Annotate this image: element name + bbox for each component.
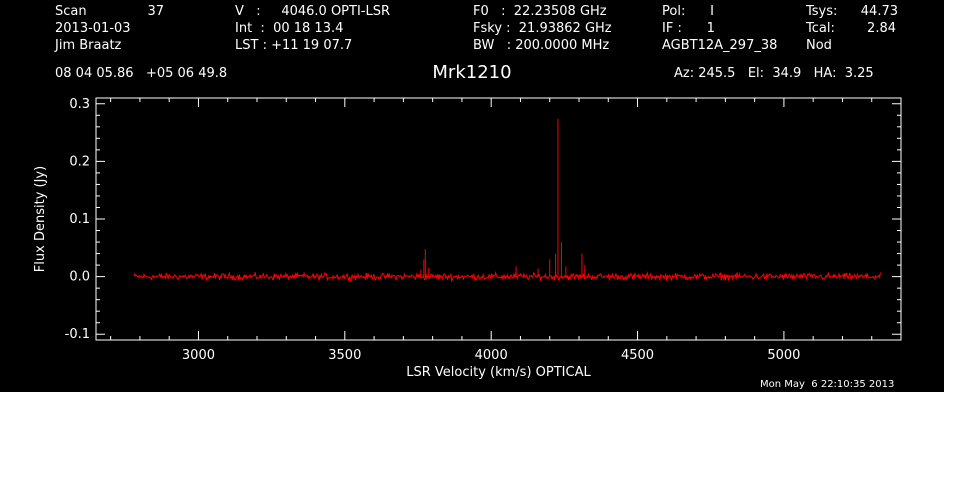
x-tick-label: 5000 xyxy=(767,348,800,363)
plot-window: Scan 37 2013-01-03 Jim Braatz V : 4046.0… xyxy=(0,0,944,392)
y-axis-label: Flux Density (Jy) xyxy=(33,166,48,272)
tcal-label: Tcal: xyxy=(806,21,835,36)
integration-line: Int : 00 18 13.4 xyxy=(235,21,344,36)
az-el-ha: Az: 245.5 El: 34.9 HA: 3.25 xyxy=(674,66,874,81)
tsys-label: Tsys: xyxy=(806,4,838,19)
spectrum-line xyxy=(133,270,882,283)
tick-labels: 3000 3500 4000 4500 5000 -0.1 0.0 0.1 0.2 0.3 xyxy=(65,97,801,363)
project-id: AGBT12A_297_38 xyxy=(662,38,778,53)
rest-frequency-line: F0 : 22.23508 GHz xyxy=(473,4,607,19)
if-line: IF : 1 xyxy=(662,21,715,36)
scan-label: Scan xyxy=(55,4,87,19)
source-name-title: Mrk1210 xyxy=(432,62,512,83)
polarization-line: Pol: I xyxy=(662,4,714,19)
sky-frequency-line: Fsky : 21.93862 GHz xyxy=(473,21,612,36)
x-tick-label: 4000 xyxy=(475,348,508,363)
scan-value: 37 xyxy=(147,4,164,19)
velocity-line: V : 4046.0 OPTI-LSR xyxy=(235,4,391,19)
y-tick-label: 0.1 xyxy=(69,212,90,227)
x-tick-label: 4500 xyxy=(621,348,654,363)
bandwidth-line: BW : 200.0000 MHz xyxy=(473,38,610,53)
x-tick-label: 3500 xyxy=(328,348,361,363)
plot-frame xyxy=(95,97,902,341)
y-tick-label: 0.3 xyxy=(69,97,90,112)
tcal-value: 2.84 xyxy=(867,21,896,36)
tsys-value: 44.73 xyxy=(860,4,898,19)
observer: Jim Braatz xyxy=(55,38,122,53)
y-tick-label: -0.1 xyxy=(65,327,90,342)
lst-line: LST : +11 19 07.7 xyxy=(235,38,353,53)
x-axis-label: LSR Velocity (km/s) OPTICAL xyxy=(406,365,591,380)
y-tick-label: 0.2 xyxy=(69,154,90,169)
spectrum-chart: 3000 3500 4000 4500 5000 -0.1 0.0 0.1 0.2 0.3 LSR… xyxy=(33,97,902,380)
plot-timestamp: Mon May 6 22:10:35 2013 xyxy=(760,379,895,390)
x-tick-label: 3000 xyxy=(182,348,215,363)
spectrum-trace xyxy=(133,118,882,283)
obs-date: 2013-01-03 xyxy=(55,21,131,36)
source-coordinates: 08 04 05.86 +05 06 49.8 xyxy=(55,66,228,81)
obs-mode: Nod xyxy=(806,38,832,53)
y-tick-label: 0.0 xyxy=(69,270,90,285)
axis-ticks xyxy=(96,98,902,340)
